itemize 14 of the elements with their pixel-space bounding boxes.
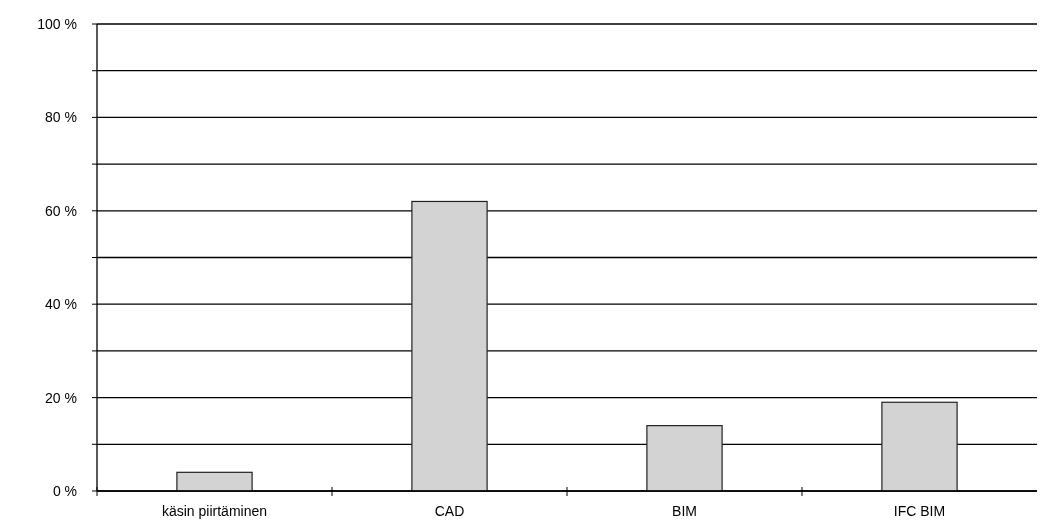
x-tick-label: CAD <box>434 503 465 519</box>
y-tick-label: 100 % <box>37 15 77 32</box>
bar <box>411 200 488 492</box>
bar <box>646 425 723 492</box>
y-tick-label: 0 % <box>52 482 77 499</box>
x-tick-label: BIM <box>672 503 697 519</box>
x-tick-label: IFC BIM <box>893 503 946 519</box>
x-tick-label: käsin piirtäminen <box>161 503 268 519</box>
y-tick-label: 80 % <box>45 109 77 126</box>
bar <box>176 471 253 492</box>
y-tick-label: 60 % <box>45 202 77 219</box>
y-tick-label: 20 % <box>45 389 77 406</box>
bar <box>881 401 958 492</box>
y-tick-label: 40 % <box>45 296 77 313</box>
